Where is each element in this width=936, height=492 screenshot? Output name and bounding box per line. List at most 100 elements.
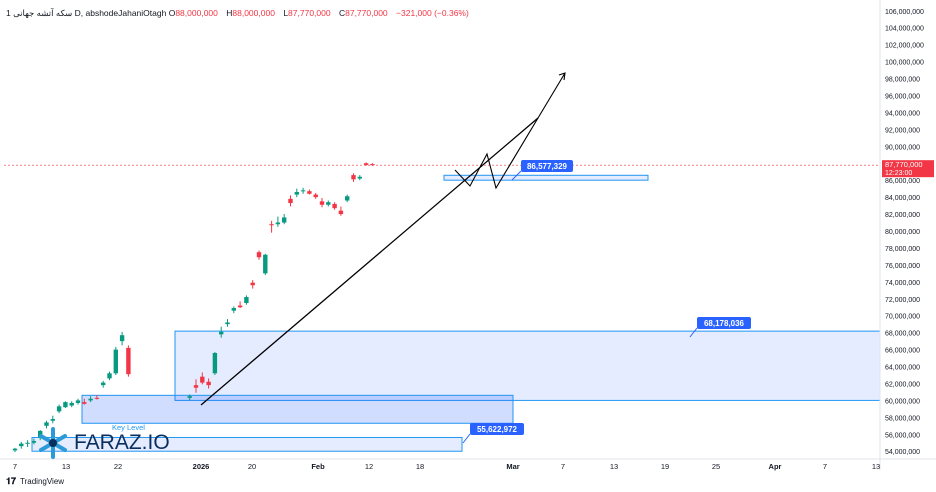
zone-price-label: 68,178,036 bbox=[704, 319, 745, 328]
price-tick-label: 86,000,000 bbox=[885, 178, 920, 185]
candle-body bbox=[101, 382, 106, 386]
open-label: O bbox=[168, 8, 176, 18]
candle-body bbox=[351, 175, 356, 180]
candle-body bbox=[231, 308, 236, 311]
price-tick-label: 104,000,000 bbox=[885, 26, 924, 33]
candle-body bbox=[88, 398, 93, 401]
price-tick-label: 60,000,000 bbox=[885, 398, 920, 405]
trend-line bbox=[200, 117, 539, 406]
candle-body bbox=[237, 305, 243, 308]
projection-path bbox=[454, 72, 566, 190]
price-tick-label: 90,000,000 bbox=[885, 144, 920, 151]
candle-body bbox=[50, 419, 55, 421]
candle-body bbox=[326, 202, 331, 205]
symbol-name[interactable]: 1 سکه آتشه جهانی D, abshodeJahaniOtagh bbox=[6, 8, 167, 18]
time-tick-label: 13 bbox=[872, 462, 880, 471]
candle-body bbox=[212, 352, 218, 374]
price-tick-label: 70,000,000 bbox=[885, 314, 920, 321]
price-tick-label: 66,000,000 bbox=[885, 348, 920, 355]
candle-body bbox=[31, 441, 37, 443]
price-tick-label: 100,000,000 bbox=[885, 60, 924, 67]
zone-price-label-bg bbox=[470, 423, 524, 435]
candle-body bbox=[200, 376, 205, 383]
candle-body bbox=[338, 210, 344, 215]
key-level-label: Key Level bbox=[112, 423, 145, 432]
price-tick-label: 54,000,000 bbox=[885, 449, 920, 456]
candle-body bbox=[119, 335, 125, 342]
watermark-text: FARAZ.IO bbox=[74, 431, 170, 454]
high-label: H bbox=[226, 8, 233, 18]
candle-body bbox=[107, 373, 112, 379]
time-tick-label: 13 bbox=[610, 462, 618, 471]
zone-rectangle bbox=[443, 174, 649, 181]
price-tick-label: 98,000,000 bbox=[885, 77, 920, 84]
time-tick-label: 22 bbox=[114, 462, 122, 471]
candle-body bbox=[75, 400, 81, 403]
time-tick-label: 20 bbox=[248, 462, 256, 471]
candle-body bbox=[56, 406, 62, 412]
candle-body bbox=[269, 224, 274, 226]
zone-price-label: 86,577,329 bbox=[527, 162, 568, 171]
brand-name: TradingView bbox=[20, 477, 65, 486]
time-tick-label: Feb bbox=[311, 462, 325, 471]
candle-body bbox=[126, 347, 131, 375]
candle-body bbox=[307, 191, 312, 194]
price-tick-label: 76,000,000 bbox=[885, 263, 920, 270]
time-tick-label: 13 bbox=[62, 462, 70, 471]
price-tick-label: 106,000,000 bbox=[885, 9, 924, 16]
candle-body bbox=[12, 448, 18, 451]
candle-body bbox=[193, 385, 199, 388]
low-value: 87,770,000 bbox=[288, 8, 331, 18]
time-tick-label: 18 bbox=[416, 462, 424, 471]
low-label: L bbox=[283, 8, 289, 18]
price-tick-label: 80,000,000 bbox=[885, 229, 920, 236]
callout-line bbox=[511, 170, 522, 181]
price-tick-label: 92,000,000 bbox=[885, 127, 920, 134]
candle-body bbox=[250, 282, 255, 286]
callout-line bbox=[462, 433, 471, 444]
candle-body bbox=[244, 297, 249, 303]
candle-body bbox=[113, 349, 118, 374]
candle-body bbox=[19, 443, 24, 447]
candle-body bbox=[63, 402, 68, 408]
current-price-label-bg bbox=[882, 160, 934, 178]
time-tick-label: 25 bbox=[712, 462, 720, 471]
candle-body bbox=[345, 196, 350, 201]
time-tick-label: 19 bbox=[661, 462, 669, 471]
candle-body bbox=[294, 192, 299, 195]
candle-body bbox=[256, 252, 262, 258]
callout-line bbox=[689, 327, 698, 338]
watermark-logo: FARAZ.IO bbox=[36, 426, 170, 460]
tv-logo-icon: 𝟏𝟕 bbox=[6, 476, 17, 486]
close-value: 87,770,000 bbox=[345, 8, 388, 18]
high-value: 88,000,000 bbox=[232, 8, 275, 18]
zone-rectangle bbox=[31, 436, 463, 452]
candle-body bbox=[263, 254, 268, 274]
candle-body bbox=[282, 217, 287, 223]
close-label: C bbox=[338, 8, 346, 18]
time-tick-label: 2026 bbox=[193, 462, 210, 471]
candle-body bbox=[219, 331, 224, 335]
candle-body bbox=[225, 322, 230, 325]
price-tick-label: 58,000,000 bbox=[885, 415, 920, 422]
zone-rectangle bbox=[81, 394, 514, 424]
price-tick-label: 64,000,000 bbox=[885, 365, 920, 372]
price-tick-label: 96,000,000 bbox=[885, 93, 920, 100]
candle-body bbox=[82, 402, 87, 404]
time-tick-label: 7 bbox=[561, 462, 565, 471]
price-tick-label: 78,000,000 bbox=[885, 246, 920, 253]
tradingview-footer[interactable]: 𝟏𝟕 TradingView bbox=[6, 476, 64, 487]
time-tick-label: 12 bbox=[365, 462, 373, 471]
price-tick-label: 82,000,000 bbox=[885, 212, 920, 219]
price-tick-label: 84,000,000 bbox=[885, 195, 920, 202]
price-tick-label: 74,000,000 bbox=[885, 280, 920, 287]
candle-body bbox=[332, 203, 337, 209]
open-value: 88,000,000 bbox=[175, 8, 218, 18]
zone-rectangle bbox=[174, 330, 881, 401]
price-tick-label: 94,000,000 bbox=[885, 110, 920, 117]
candle-body bbox=[275, 222, 281, 225]
price-tick-label: 62,000,000 bbox=[885, 381, 920, 388]
symbol-legend[interactable]: 1 سکه آتشه جهانی D, abshodeJahaniOtagh O… bbox=[6, 8, 475, 19]
candle-body bbox=[313, 194, 318, 198]
